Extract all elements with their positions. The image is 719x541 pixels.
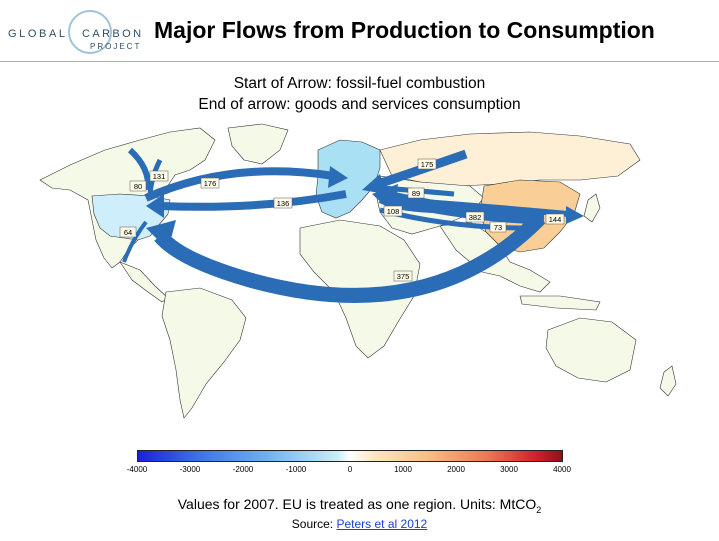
svg-text:108: 108 <box>387 207 400 216</box>
flow-arrowhead-375 <box>146 220 176 250</box>
region-eu <box>315 139 381 219</box>
logo-text-global: GLOBAL <box>8 28 68 40</box>
source-link[interactable]: Peters et al 2012 <box>336 517 428 531</box>
flow-arrowhead-176 <box>328 166 348 188</box>
page-title: Major Flows from Production to Consumpti… <box>154 17 655 43</box>
flow-arrows <box>122 147 584 303</box>
colorbar-tick: -4000 <box>126 465 148 474</box>
flow-label-136: 136 <box>273 197 293 209</box>
svg-text:89: 89 <box>412 189 420 198</box>
flow-arrow-64 <box>122 220 148 263</box>
colorbar-tick: 1000 <box>394 465 412 474</box>
svg-text:175: 175 <box>421 160 434 169</box>
region-greenland <box>227 123 289 165</box>
colorbar-tick: 0 <box>347 465 353 474</box>
flow-label-73: 73 <box>489 221 507 233</box>
region-japan <box>583 193 601 223</box>
colorbar-tick: 3000 <box>500 465 518 474</box>
region-south-america <box>161 287 247 419</box>
flow-label-382: 382 <box>465 211 485 223</box>
svg-text:131: 131 <box>153 172 166 181</box>
flow-label-64: 64 <box>119 226 137 238</box>
flow-label-108: 108 <box>383 205 403 217</box>
region-central-america <box>119 261 169 303</box>
header-divider <box>0 61 719 62</box>
flow-arrow-144 <box>395 197 569 217</box>
flow-label-175: 175 <box>417 158 437 170</box>
footer-note: Values for 2007. EU is treated as one re… <box>0 496 719 515</box>
colorbar-tick: -1000 <box>285 465 307 474</box>
svg-text:80: 80 <box>134 182 142 191</box>
flow-arrow-136 <box>159 190 347 211</box>
colorbar-tick: 4000 <box>553 465 571 474</box>
colorbar <box>137 450 563 462</box>
flow-arrowhead-136 <box>146 194 164 218</box>
region-new-zealand <box>659 365 677 397</box>
header: GLOBAL CARBON PROJECT Major Flows from P… <box>0 0 719 62</box>
global-carbon-project-logo: GLOBAL CARBON PROJECT <box>8 8 144 56</box>
svg-text:136: 136 <box>277 199 290 208</box>
flow-arrowhead-175 <box>362 174 386 194</box>
flow-label-144: 144 <box>545 213 565 225</box>
svg-text:382: 382 <box>469 213 482 222</box>
colorbar-tick: -3000 <box>179 465 201 474</box>
flow-label-80: 80 <box>129 180 147 192</box>
svg-text:144: 144 <box>549 215 562 224</box>
source-prefix: Source: <box>291 517 337 531</box>
logo-circle-icon <box>68 10 112 54</box>
flow-arrow-108 <box>378 197 441 213</box>
logo-text-project: PROJECT <box>90 42 142 51</box>
land-masses <box>39 123 677 419</box>
flow-label-131: 131 <box>149 170 169 182</box>
svg-text:64: 64 <box>124 228 132 237</box>
subtitle-line-1: Start of Arrow: fossil-fuel combustion <box>233 75 486 92</box>
footer-source: Source: Peters et al 2012 <box>0 517 719 531</box>
footer-note-subscript: 2 <box>536 504 542 515</box>
flow-arrow-131 <box>127 147 152 191</box>
colorbar-tick: 2000 <box>447 465 465 474</box>
subtitle-line-2: End of arrow: goods and services consump… <box>198 96 521 113</box>
flow-arrowhead-144 <box>566 206 584 224</box>
flow-labels: 131 80 64 176 136 175 89 108 382 73 144 … <box>119 158 565 282</box>
flow-label-89: 89 <box>407 187 425 199</box>
flow-arrow-175 <box>376 149 468 189</box>
colorbar-tick: -2000 <box>232 465 254 474</box>
region-indonesia <box>519 295 601 311</box>
footer-note-text: Values for 2007. EU is treated as one re… <box>177 496 537 512</box>
flow-label-375: 375 <box>393 270 413 282</box>
svg-text:375: 375 <box>397 272 410 281</box>
logo-text-carbon: CARBON <box>82 28 144 40</box>
world-map: 131 80 64 176 136 175 89 108 382 73 144 … <box>39 123 677 419</box>
flow-label-176: 176 <box>200 177 220 189</box>
svg-text:73: 73 <box>494 223 502 232</box>
flow-arrow-176 <box>144 167 335 202</box>
region-australia <box>545 317 637 383</box>
flow-arrow-375 <box>154 212 546 303</box>
svg-text:176: 176 <box>204 179 217 188</box>
